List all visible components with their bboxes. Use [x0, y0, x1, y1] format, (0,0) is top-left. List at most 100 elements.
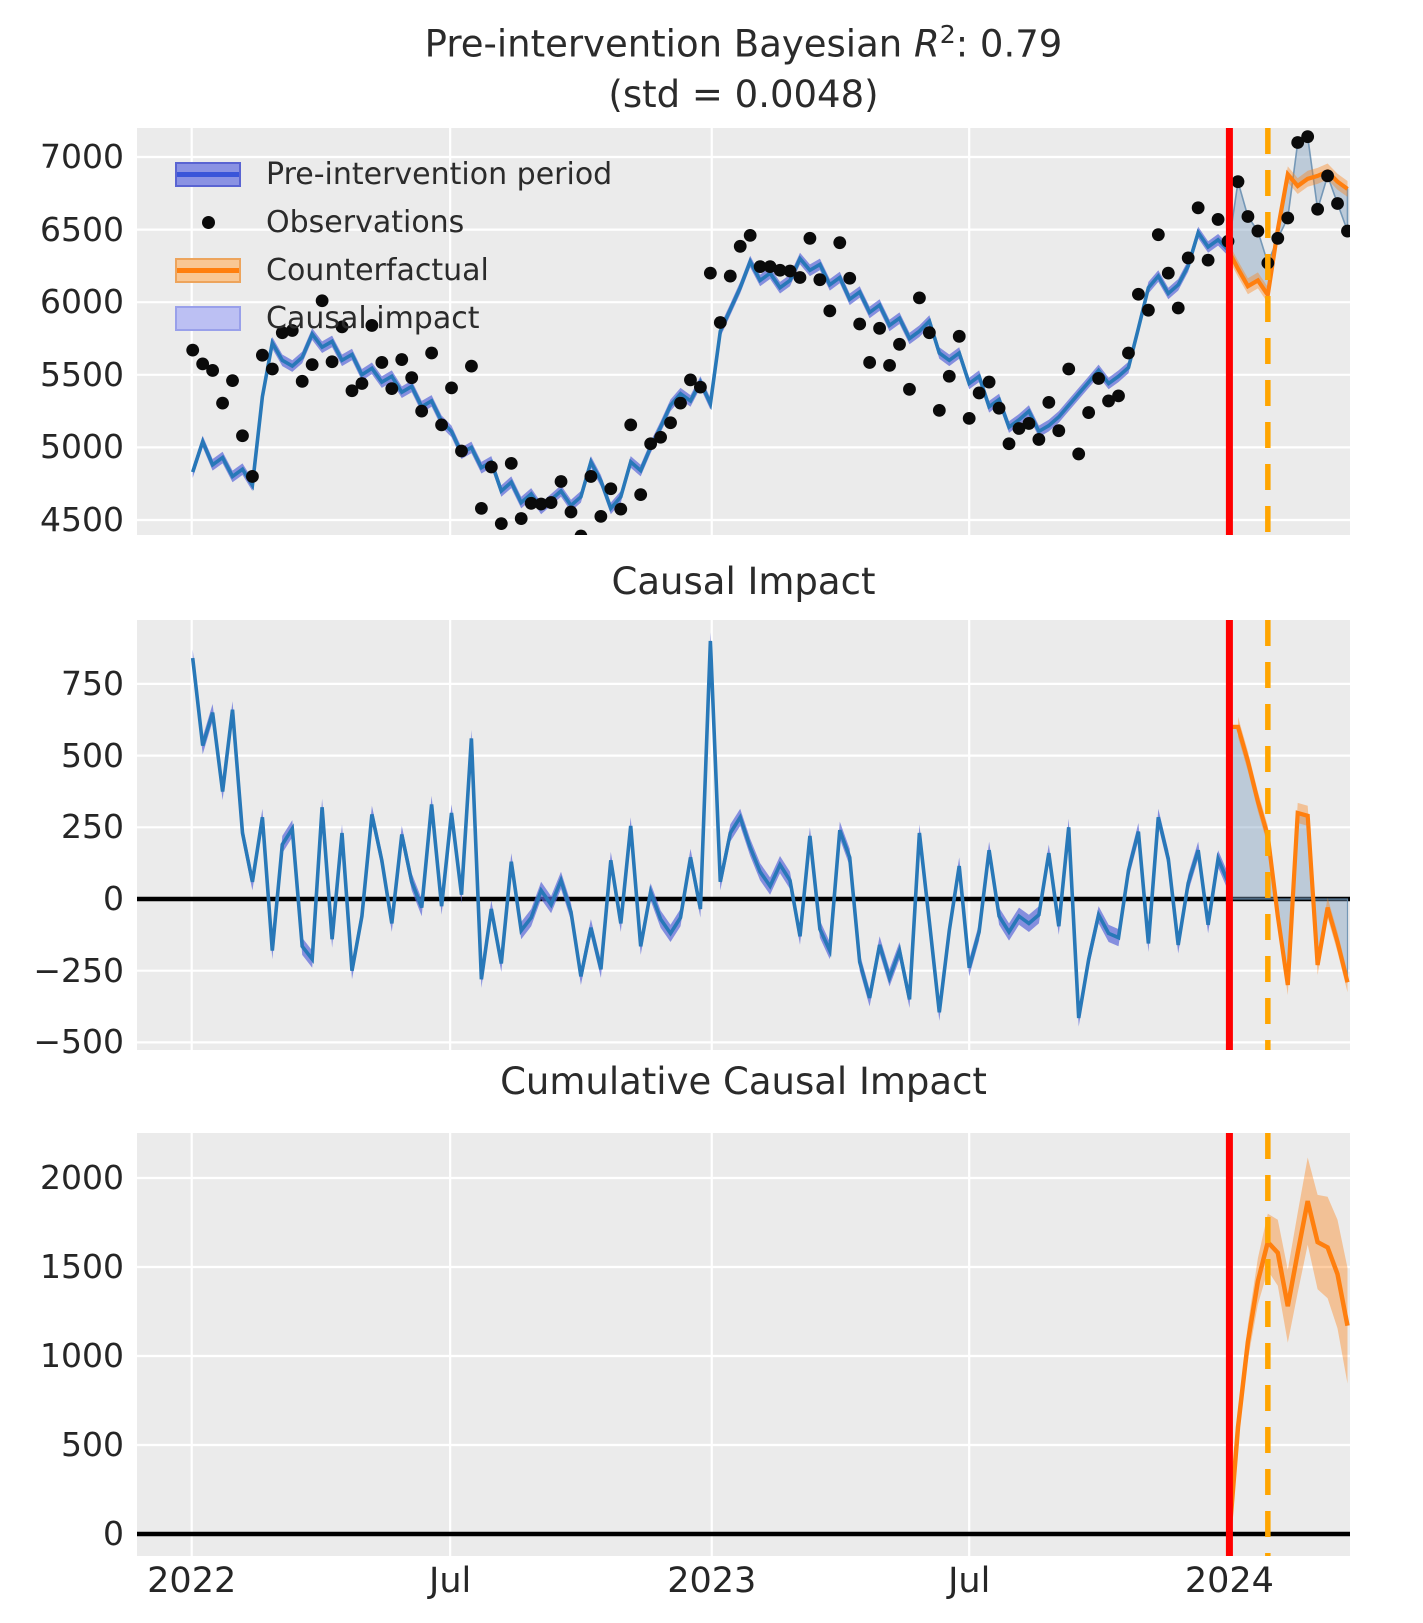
observation-dot	[624, 418, 638, 432]
panel2-title: Causal Impact	[611, 560, 876, 603]
panel2-ytick-500: 500	[61, 735, 124, 775]
observation-dot	[1181, 251, 1195, 265]
observation-dot	[1301, 130, 1315, 144]
legend-swatch-cell	[158, 161, 258, 187]
xtick-2023: 2023	[667, 1561, 757, 1601]
observation-dot	[1012, 422, 1026, 435]
legend-swatch-cell	[158, 215, 258, 229]
panel2-plot-area	[137, 620, 1350, 1050]
observation-dot	[614, 502, 628, 516]
observation-dot	[1341, 224, 1350, 238]
observation-dot	[345, 384, 359, 398]
observation-dot	[972, 386, 986, 400]
observation-dot	[325, 355, 339, 369]
observation-dot	[1022, 417, 1036, 430]
pre-intervention-line	[190, 228, 1230, 512]
panel1-ytick-6500: 6500	[40, 209, 124, 249]
panel1-plot-area	[137, 128, 1350, 535]
xtick-2022: 2022	[147, 1561, 237, 1601]
observation-dot	[644, 437, 658, 451]
observation-dot	[236, 429, 249, 443]
observation-dot	[1321, 169, 1334, 183]
observation-dot	[694, 380, 707, 394]
legend-label: Causal impact	[266, 300, 480, 336]
observation-dot	[962, 411, 976, 425]
panel1-ytick-5500: 5500	[40, 354, 124, 394]
panel1-ytick-7000: 7000	[40, 137, 124, 176]
observation-dot	[375, 356, 389, 369]
pre-intervention-band-icon	[175, 161, 241, 187]
panel2-ytick-250: 250	[61, 807, 124, 847]
panel3-plot-area	[137, 1133, 1350, 1556]
observation-dot	[265, 362, 279, 376]
observation-dot	[1291, 136, 1305, 149]
observation-dot	[813, 273, 827, 287]
panel3-ytick-1500: 1500	[40, 1247, 124, 1286]
impact-pre-line	[190, 640, 1230, 1019]
observation-dot	[1211, 213, 1225, 226]
panel1-ytick-6000: 6000	[40, 282, 124, 322]
observation-dot	[594, 509, 608, 523]
observation-dot	[1331, 197, 1344, 210]
observation-dot	[853, 317, 867, 331]
observation-dot	[484, 460, 498, 474]
observation-dot	[355, 377, 369, 390]
panel1-title-line2: (std = 0.0048)	[608, 73, 879, 117]
observation-dot	[604, 482, 618, 496]
panel3-title: Cumulative Causal Impact	[500, 1060, 987, 1103]
panel2-ytick--250: −250	[33, 950, 124, 990]
cumulative-band	[1229, 1157, 1348, 1534]
observation-dot	[186, 343, 200, 357]
observation-dot	[664, 416, 677, 430]
observation-dot	[1102, 394, 1115, 408]
observation-dot	[1072, 447, 1086, 461]
observation-dot	[982, 375, 996, 389]
observation-dot	[1201, 253, 1215, 267]
observation-dot	[1042, 395, 1056, 409]
observation-dot	[1062, 362, 1076, 376]
observation-dot	[315, 294, 329, 308]
observation-dot	[305, 358, 319, 372]
observation-dot	[1151, 228, 1165, 242]
xtick-Jul: Jul	[948, 1561, 991, 1601]
observation-dot	[295, 374, 309, 388]
observation-dot	[275, 326, 289, 340]
observation-dot	[216, 396, 229, 410]
observation-dot	[395, 353, 409, 366]
observation-dot	[435, 418, 448, 432]
observation-dot	[246, 470, 259, 483]
observation-dot	[415, 404, 429, 418]
observation-dot	[335, 320, 349, 334]
impact-post-line	[1229, 724, 1350, 986]
observation-dot	[753, 260, 767, 274]
xtick-2024: 2024	[1184, 1561, 1274, 1601]
observation-dot	[285, 324, 299, 337]
panel3-ytick-500: 500	[61, 1425, 124, 1464]
observation-dot	[465, 359, 478, 373]
observation-dot	[1052, 424, 1066, 438]
legend-item-observations: Observations	[158, 198, 612, 246]
observation-dot	[922, 326, 936, 340]
observation-dot	[1082, 406, 1096, 419]
panel2-ytick-0: 0	[103, 879, 124, 918]
legend-label: Observations	[266, 204, 465, 240]
legend-label: Counterfactual	[266, 252, 489, 288]
observation-dot	[405, 371, 419, 385]
observation-dot	[574, 529, 588, 535]
observation-dot	[564, 505, 578, 519]
observation-dot	[206, 364, 220, 377]
observation-dot	[823, 304, 837, 318]
observation-dot	[1241, 210, 1255, 223]
observation-dot	[863, 356, 877, 369]
observation-dot	[584, 470, 598, 483]
observation-dot	[763, 260, 777, 274]
observation-dot	[793, 271, 807, 284]
observation-dot	[1092, 372, 1106, 385]
panel1-title: Pre-intervention Bayesian R2: 0.79 (std …	[137, 18, 1350, 120]
observation-dot	[255, 348, 269, 362]
observation-dot	[385, 382, 399, 395]
observation-dot	[474, 501, 488, 515]
legend-item-counterfactual: Counterfactual	[158, 246, 612, 294]
